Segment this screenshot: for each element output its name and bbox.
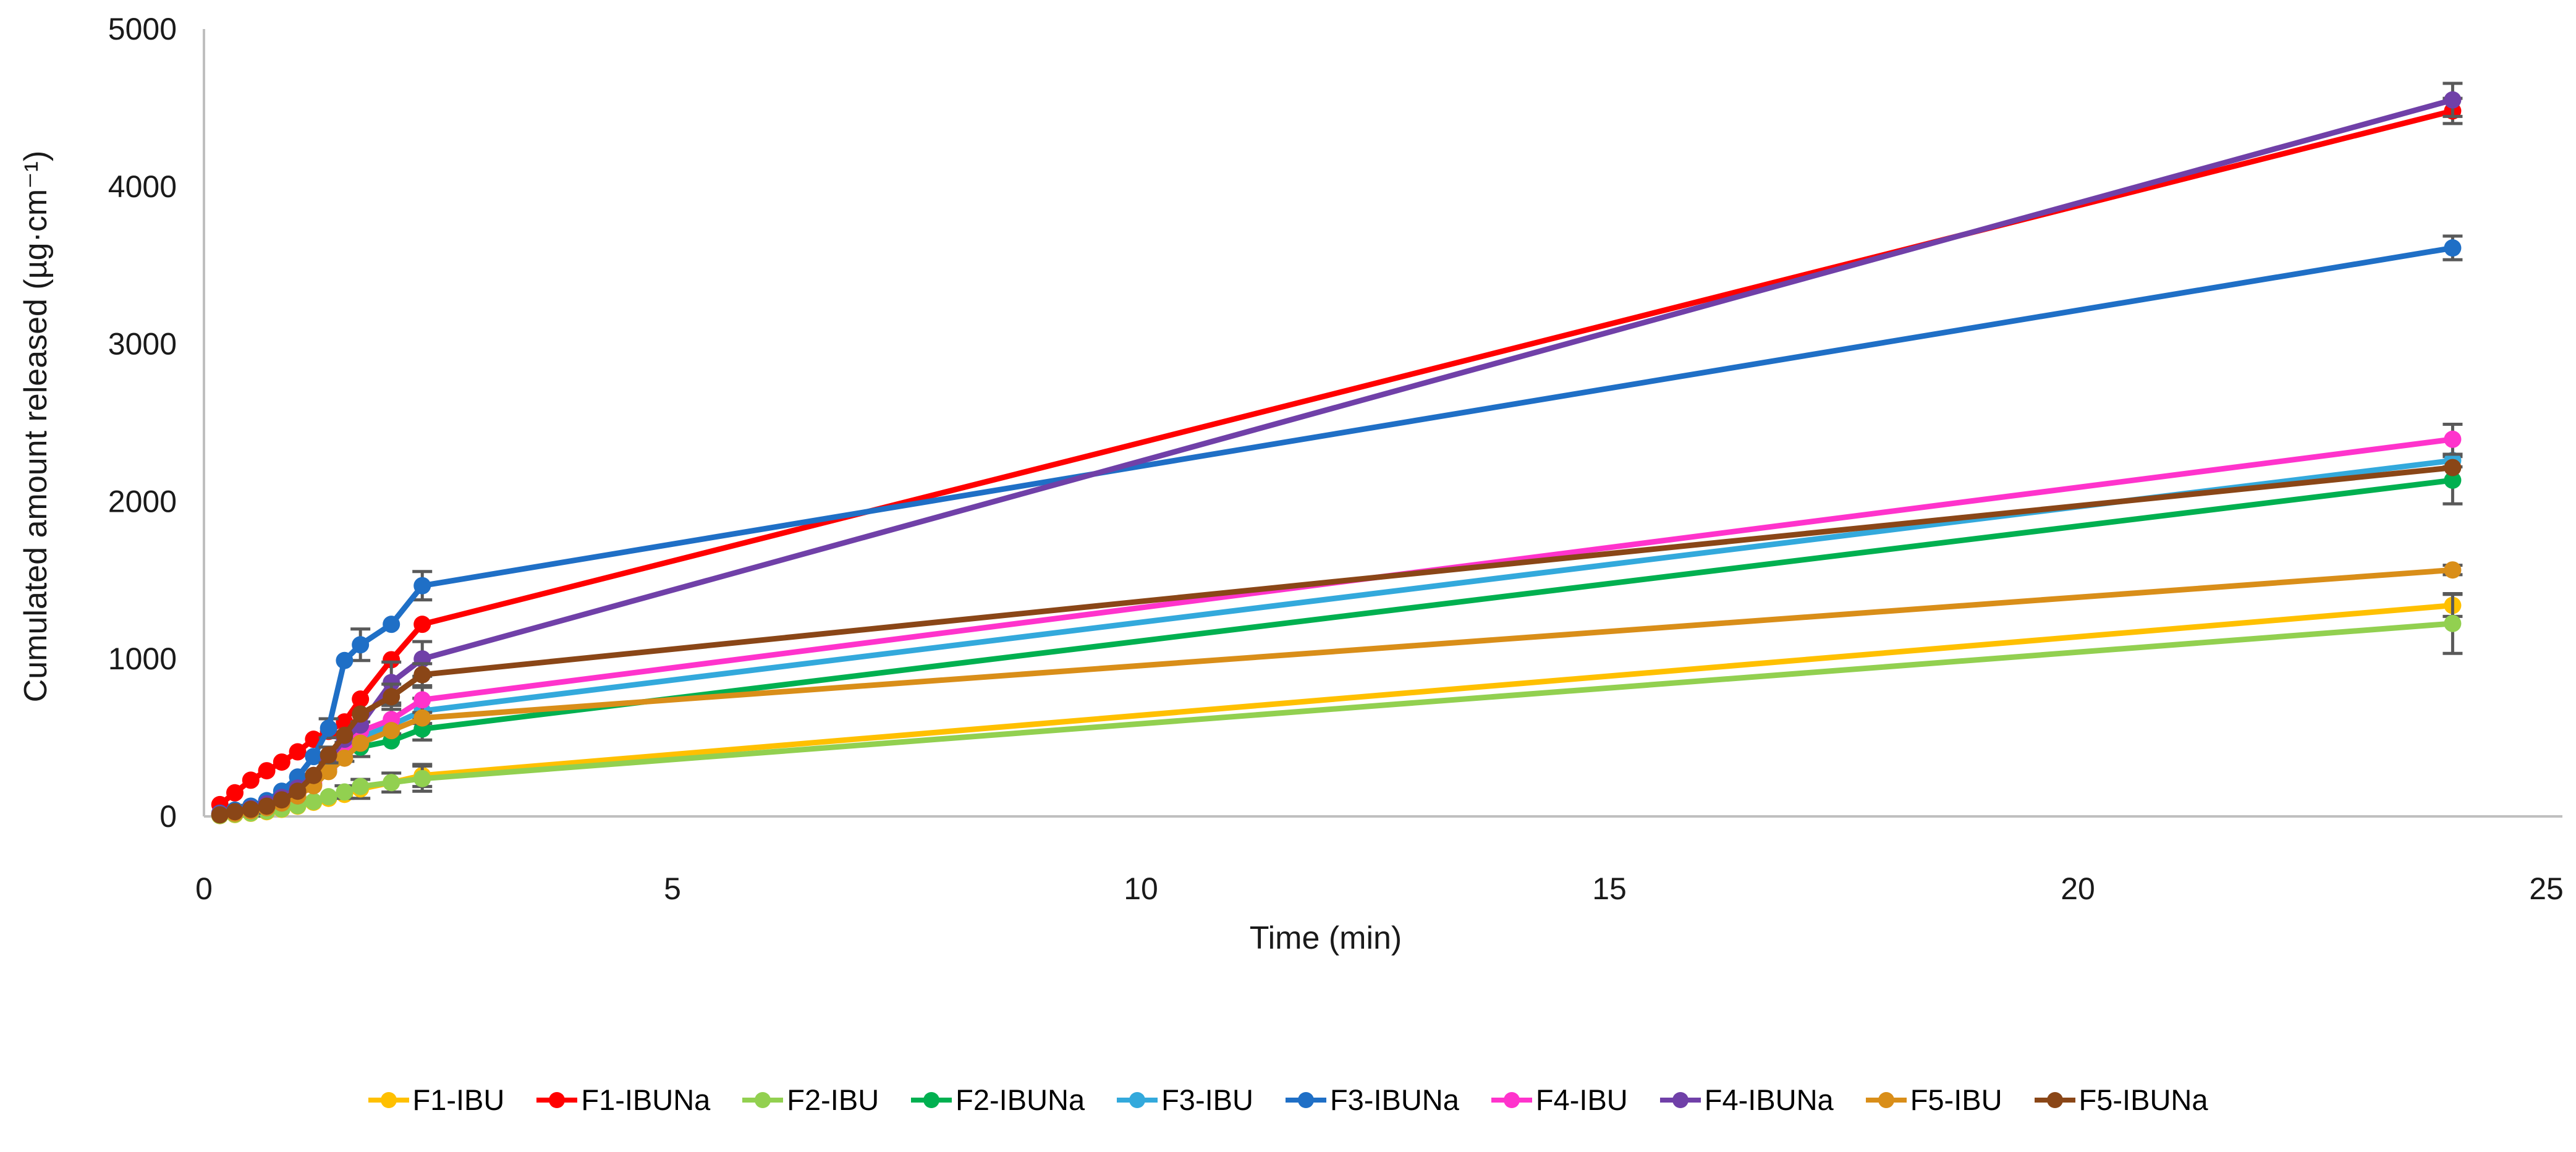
data-point [383, 674, 400, 692]
series-marker-icon [368, 1091, 409, 1108]
data-point [383, 688, 400, 706]
legend-item-F1-IBUNa: F1-IBUNa [536, 1083, 710, 1117]
series-marker-icon [1117, 1091, 1158, 1108]
series-label: F3-IBU [1161, 1083, 1253, 1116]
series-marker-icon [1865, 1091, 1907, 1108]
data-point [336, 726, 354, 744]
data-point [383, 722, 400, 740]
data-point [413, 666, 431, 684]
data-point [336, 749, 354, 767]
x-tick-label: 10 [1124, 871, 1158, 906]
series-label: F2-IBU [787, 1083, 879, 1116]
data-point [305, 792, 323, 810]
legend: F1-IBU F1-IBUNa F2-IBU F2-IBUNa F3-IBU F3-IBU… [0, 1083, 2576, 1117]
data-point [289, 743, 307, 761]
legend-item-F3-IBU: F3-IBU [1117, 1083, 1253, 1117]
data-point [320, 763, 337, 781]
data-point [383, 774, 400, 792]
data-point [2444, 239, 2462, 257]
data-point [258, 797, 276, 815]
x-tick-label: 25 [2529, 871, 2564, 906]
data-point [273, 791, 290, 809]
series-marker-icon [536, 1091, 578, 1108]
data-point [383, 651, 400, 669]
legend-item-F5-IBU: F5-IBU [1865, 1083, 2002, 1117]
legend-item-F5-IBUNa: F5-IBUNa [2034, 1083, 2208, 1117]
data-point [242, 771, 260, 789]
data-point [413, 616, 431, 633]
x-axis-title: Time (min) [1249, 920, 1402, 956]
data-point [352, 636, 370, 654]
y-tick-label: 3000 [108, 327, 177, 362]
data-point [352, 705, 370, 723]
data-point [320, 788, 337, 806]
series-marker-icon [911, 1091, 952, 1108]
series-label: F4-IBUNa [1704, 1083, 1834, 1116]
data-point [320, 746, 337, 764]
series-label: F5-IBUNa [2078, 1083, 2208, 1116]
data-point [2444, 614, 2462, 632]
data-point [305, 748, 323, 766]
series-label: F1-IBUNa [581, 1083, 711, 1116]
data-point [336, 783, 354, 801]
series-label: F5-IBU [1910, 1083, 2002, 1116]
data-point [336, 651, 354, 669]
y-tick-label: 1000 [108, 642, 177, 676]
data-point [2444, 430, 2462, 448]
x-tick-label: 20 [2061, 871, 2095, 906]
y-tick-label: 2000 [108, 484, 177, 519]
legend-item-F4-IBU: F4-IBU [1491, 1083, 1628, 1117]
data-point [2444, 472, 2462, 489]
series-label: F2-IBUNa [955, 1083, 1085, 1116]
data-point [305, 766, 323, 784]
data-point [413, 709, 431, 727]
series-marker-icon [2034, 1091, 2075, 1108]
data-point [413, 769, 431, 787]
series-line-F3-IBU [217, 457, 2455, 818]
legend-item-F2-IBU: F2-IBU [742, 1083, 879, 1117]
series-marker-icon [1491, 1091, 1532, 1108]
data-point [413, 577, 431, 595]
legend-item-F1-IBU: F1-IBU [368, 1083, 505, 1117]
data-point [211, 806, 229, 824]
legend-item-F2-IBUNa: F2-IBUNa [911, 1083, 1085, 1117]
series-label: F1-IBU [412, 1083, 505, 1116]
y-tick-label: 5000 [108, 12, 177, 46]
data-point [289, 782, 307, 800]
series-line-F3-IBUNa [217, 245, 2455, 816]
series-marker-icon [1659, 1091, 1701, 1108]
y-tick-label: 0 [159, 799, 177, 834]
data-point [320, 719, 337, 737]
data-point [226, 803, 244, 821]
x-tick-label: 5 [664, 871, 681, 906]
data-point [2444, 91, 2462, 109]
data-point [413, 691, 431, 709]
legend-item-F3-IBUNa: F3-IBUNa [1285, 1083, 1459, 1117]
data-point [258, 762, 276, 780]
data-point [2444, 561, 2462, 579]
data-point [383, 616, 400, 633]
data-point [226, 784, 244, 802]
data-point [242, 800, 260, 818]
legend-item-F4-IBUNa: F4-IBUNa [1659, 1083, 1834, 1117]
y-tick-label: 4000 [108, 169, 177, 204]
data-point [273, 753, 290, 771]
data-point [352, 690, 370, 708]
x-tick-label: 15 [1592, 871, 1627, 906]
series-label: F3-IBUNa [1329, 1083, 1459, 1116]
series-marker-icon [742, 1091, 784, 1108]
x-tick-label: 0 [195, 871, 213, 906]
series-label: F4-IBU [1535, 1083, 1628, 1116]
series-line-F4-IBU [217, 436, 2455, 817]
data-point [2444, 459, 2462, 476]
data-point [352, 734, 370, 752]
data-point [352, 777, 370, 795]
series-marker-icon [1285, 1091, 1326, 1108]
